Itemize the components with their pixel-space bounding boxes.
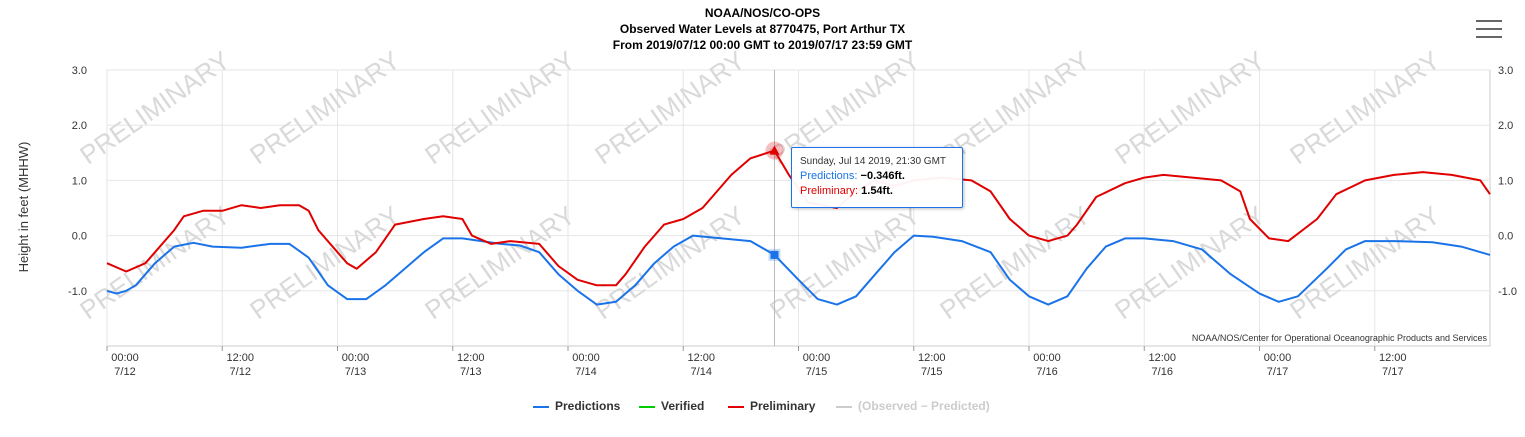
series	[106, 149, 1491, 306]
x-tick-label-time: 00:00	[803, 352, 831, 364]
legend: Predictions Verified Preliminary (Observ…	[0, 399, 1525, 415]
tooltip-predictions: Predictions: −0.346ft.	[800, 169, 954, 184]
watermark: PRELIMINARY	[589, 200, 750, 325]
x-ticks: 00:00 7/12 12:00 7/12 00:00 7/13 12:00 7/13 00:0…	[106, 346, 1407, 378]
watermark: PRELIMINARY	[244, 200, 405, 325]
x-tick-label-date: 7/15	[921, 366, 942, 378]
hover-marker-preliminary	[769, 145, 780, 155]
y-tick-label-left: 1.0	[72, 175, 87, 187]
x-tick-label-time: 00:00	[111, 352, 139, 364]
y-ticks-left: 3.0 2.0 1.0 0.0 -1.0	[68, 65, 87, 298]
tooltip-pred-label: Predictions:	[800, 170, 858, 182]
hamburger-icon	[1476, 20, 1502, 22]
watermark: PRELIMINARY	[764, 200, 925, 325]
series-line-preliminary	[106, 149, 1491, 287]
tooltip-prelim-value: 1.54ft.	[861, 185, 893, 197]
legend-label-preliminary: Preliminary	[750, 399, 816, 413]
y-tick-label-right: 2.0	[1498, 120, 1513, 132]
tooltip-preliminary: Preliminary: 1.54ft.	[800, 184, 954, 199]
legend-item-preliminary[interactable]: Preliminary	[728, 399, 815, 413]
legend-item-predictions[interactable]: Predictions	[533, 399, 620, 413]
hover-marker-predictions	[770, 250, 779, 259]
x-tick-label-time: 00:00	[342, 352, 370, 364]
markers	[765, 70, 784, 346]
legend-item-verified[interactable]: Verified	[639, 399, 704, 413]
y-tick-label-left: -1.0	[68, 286, 87, 298]
x-tick-label-time: 12:00	[918, 352, 946, 364]
watermark: PRELIMINARY	[934, 200, 1095, 325]
watermark: PRELIMINARY	[244, 45, 405, 170]
x-tick-label-time: 12:00	[1379, 352, 1407, 364]
legend-label-predictions: Predictions	[555, 399, 621, 413]
x-tick-label-date: 7/13	[460, 366, 481, 378]
y-tick-label-right: -1.0	[1498, 286, 1517, 298]
watermark: PRELIMINARY	[74, 45, 235, 170]
legend-swatch-predictions	[533, 405, 549, 408]
legend-label-verified: Verified	[661, 399, 705, 413]
legend-label-observed-minus-predicted: (Observed − Predicted)	[858, 399, 990, 413]
legend-item-observed-minus-predicted[interactable]: (Observed − Predicted)	[836, 399, 990, 413]
grid	[106, 69, 1491, 347]
watermarks: PRELIMINARY PRELIMINARY PRELIMINARY PRELIMI…	[74, 45, 1445, 325]
series-line-predictions	[106, 234, 1491, 306]
watermark: PRELIMINARY	[589, 45, 750, 170]
data-tooltip: Sunday, Jul 14 2019, 21:30 GMT Predictio…	[791, 147, 963, 208]
watermark: PRELIMINARY	[1109, 200, 1270, 325]
y-ticks-right: 3.0 2.0 1.0 0.0 -1.0	[1498, 65, 1517, 298]
x-tick-label-date: 7/13	[345, 366, 366, 378]
y-tick-label-right: 3.0	[1498, 65, 1513, 77]
x-tick-label-date: 7/12	[230, 366, 251, 378]
legend-swatch-observed-minus-predicted	[836, 405, 852, 408]
y-tick-label-left: 0.0	[72, 231, 87, 243]
chart-title-station: Observed Water Levels at 8770475, Port A…	[619, 22, 906, 36]
tooltip-prelim-label: Preliminary:	[800, 185, 859, 197]
chart-credit: NOAA/NOS/Center for Operational Oceanogr…	[1191, 333, 1487, 343]
legend-swatch-preliminary	[728, 405, 744, 408]
x-tick-label-date: 7/15	[806, 366, 827, 378]
x-tick-label-time: 12:00	[687, 352, 715, 364]
x-tick-label-time: 12:00	[457, 352, 485, 364]
chart-title-agency: NOAA/NOS/CO-OPS	[704, 6, 821, 20]
x-tick-label-date: 7/14	[691, 366, 712, 378]
x-tick-label-time: 12:00	[226, 352, 254, 364]
legend-swatch-verified	[639, 405, 655, 408]
x-tick-label-time: 00:00	[572, 352, 600, 364]
y-tick-label-left: 2.0	[72, 120, 87, 132]
watermark: PRELIMINARY	[1109, 45, 1270, 170]
x-tick-label-time: 00:00	[1264, 352, 1292, 364]
x-tick-label-time: 00:00	[1033, 352, 1061, 364]
x-tick-label-time: 12:00	[1148, 352, 1176, 364]
y-tick-label-right: 1.0	[1498, 175, 1513, 187]
chart-title-range: From 2019/07/12 00:00 GMT to 2019/07/17 …	[612, 38, 913, 52]
tooltip-time: Sunday, Jul 14 2019, 21:30 GMT	[800, 156, 947, 167]
y-tick-label-right: 0.0	[1498, 231, 1513, 243]
x-tick-label-date: 7/16	[1036, 366, 1057, 378]
tooltip-pred-value: −0.346ft.	[860, 170, 905, 182]
watermark: PRELIMINARY	[419, 45, 580, 170]
x-tick-label-date: 7/17	[1382, 366, 1403, 378]
y-axis-label: Height in feet (MHHW)	[16, 142, 31, 273]
watermark: PRELIMINARY	[1284, 200, 1445, 325]
watermark: PRELIMINARY	[1284, 45, 1445, 170]
y-tick-label-left: 3.0	[72, 65, 87, 77]
chart-menu-button[interactable]	[1472, 14, 1506, 48]
x-tick-label-date: 7/16	[1152, 366, 1173, 378]
x-tick-label-date: 7/12	[114, 366, 135, 378]
x-tick-label-date: 7/17	[1267, 366, 1288, 378]
x-tick-label-date: 7/14	[575, 366, 596, 378]
